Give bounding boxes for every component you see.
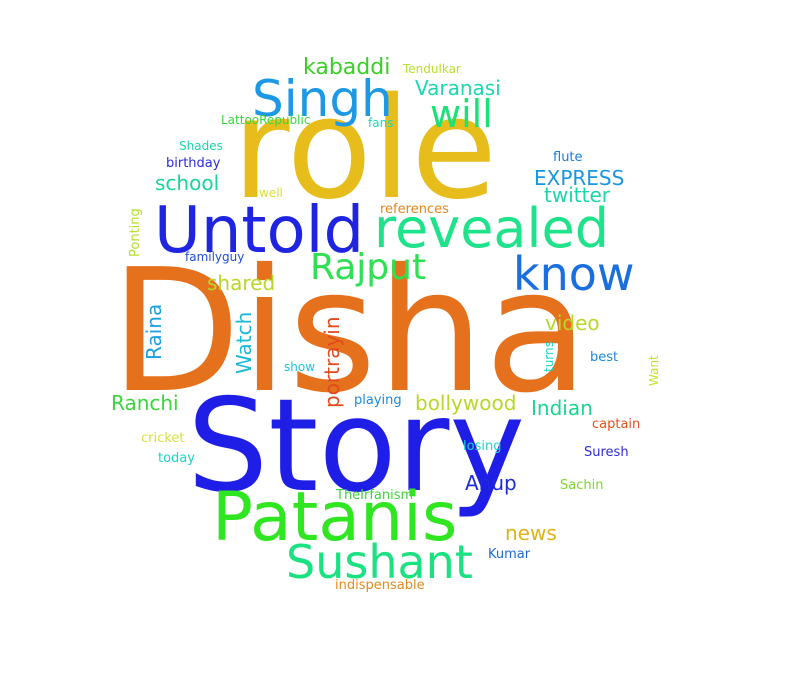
- word-revealed: revealed: [374, 197, 610, 260]
- word-today: today: [158, 451, 195, 466]
- word-sushant: Sushant: [286, 535, 473, 589]
- word-playing: playing: [354, 393, 402, 408]
- word-indian: Indian: [531, 396, 593, 420]
- word-news: news: [505, 521, 557, 545]
- word-familyguy: familyguy: [185, 250, 245, 264]
- word-kabaddi: kabaddi: [303, 55, 391, 80]
- word-shared: shared: [207, 271, 276, 295]
- word-turns: turns: [542, 341, 556, 372]
- word-bollywood: bollywood: [415, 391, 517, 415]
- word-references: references: [380, 202, 449, 217]
- word-video: video: [545, 311, 600, 335]
- word-disha: Disha: [110, 233, 589, 431]
- word-birthday: birthday: [166, 156, 221, 171]
- word-shades: Shades: [179, 139, 223, 153]
- word-show: show: [284, 360, 316, 374]
- word-captain: captain: [592, 417, 641, 432]
- word-varanasi: Varanasi: [415, 76, 501, 100]
- word-ranchi: Ranchi: [111, 391, 179, 415]
- word-want: Want: [647, 355, 661, 386]
- word-cricket: cricket: [141, 431, 185, 446]
- word-indispensable: indispensable: [335, 578, 425, 593]
- word-school: school: [155, 171, 220, 195]
- word-sachin: Sachin: [560, 478, 604, 493]
- word-express: EXPRESS: [534, 166, 625, 190]
- word-best: best: [590, 350, 619, 365]
- word-flute: flute: [553, 150, 583, 165]
- word-patanis: Patanis: [212, 478, 458, 557]
- word-watch: Watch: [232, 311, 256, 374]
- word-lattoorepublic: LattooRepublic: [221, 113, 311, 127]
- word-ponting: Ponting: [128, 208, 143, 257]
- word-untold: Untold: [154, 194, 365, 268]
- word-fans: fans: [368, 116, 394, 130]
- word-twitter: twitter: [544, 183, 610, 207]
- word-role: role: [232, 68, 498, 231]
- word-anup: Anup: [465, 471, 517, 495]
- word-raina: Raina: [142, 303, 166, 360]
- word-well: well: [259, 186, 283, 200]
- word-rajput: Rajput: [310, 247, 427, 288]
- word-portrayin: portrayin: [320, 316, 344, 408]
- word-know: know: [513, 247, 635, 301]
- word-suresh: Suresh: [584, 445, 629, 460]
- word-singh: Singh: [252, 70, 393, 128]
- word-will: will: [430, 92, 493, 136]
- word-kumar: Kumar: [488, 547, 531, 562]
- word-tendulkar: Tendulkar: [403, 62, 461, 76]
- word-story: Story: [187, 372, 526, 521]
- word-theirfanism: TheIrfanism: [336, 488, 414, 503]
- word-losing: losing: [463, 439, 502, 454]
